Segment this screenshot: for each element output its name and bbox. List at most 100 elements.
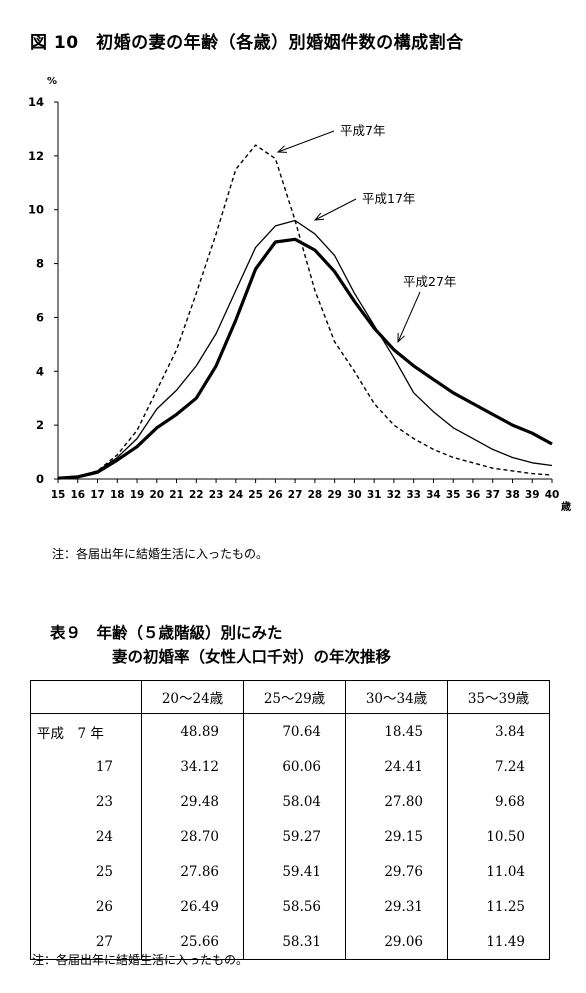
x-tick-label: 21: [169, 489, 184, 501]
annotation-arrow-head: [276, 145, 288, 153]
x-tick-label: 31: [367, 489, 382, 501]
series-line-3: [57, 237, 553, 480]
annotation-arrow-head: [313, 212, 325, 221]
table-row: 26 26.49 58.56 29.31 11.25: [30, 889, 550, 924]
annotation-label: 平成27年: [403, 274, 456, 289]
cell-value: 27.86: [141, 854, 244, 889]
table-header-corner: [30, 680, 142, 714]
x-tick-label: 37: [485, 489, 500, 501]
cell-value: 27.80: [345, 784, 448, 819]
cell-value: 29.76: [345, 854, 448, 889]
y-tick-label: 2: [36, 418, 44, 432]
x-tick-label: 23: [209, 489, 224, 501]
row-year: 25: [30, 854, 142, 889]
cell-value: 34.12: [141, 749, 244, 784]
cell-value: 18.45: [345, 713, 448, 749]
x-tick-label: 24: [229, 489, 244, 501]
x-tick-label: 33: [406, 489, 421, 501]
x-tick-label: 25: [248, 489, 263, 501]
cell-value: 11.49: [447, 924, 550, 960]
y-tick-label: 10: [28, 203, 44, 217]
figure-note: 注：各届出年に結婚生活に入ったもの。: [52, 547, 269, 561]
x-tick-label: 35: [446, 489, 461, 501]
cell-value: 29.06: [345, 924, 448, 960]
x-tick-label: 36: [466, 489, 481, 501]
cell-value: 58.31: [243, 924, 346, 960]
cell-value: 29.48: [141, 784, 244, 819]
figure-title: 図 10 初婚の妻の年齢（各歳）別婚姻件数の構成割合: [30, 33, 464, 53]
cell-value: 48.89: [141, 713, 244, 749]
cell-value: 60.06: [243, 749, 346, 784]
x-axis-unit-label: 歳: [561, 500, 571, 513]
row-year: 17: [30, 749, 142, 784]
cell-value: 3.84: [447, 713, 550, 749]
x-tick-label: 30: [347, 489, 362, 501]
x-tick-label: 38: [505, 489, 520, 501]
y-axis-unit-label: %: [47, 76, 57, 87]
cell-value: 9.68: [447, 784, 550, 819]
y-tick-label: 4: [36, 364, 44, 378]
annotation-label: 平成17年: [362, 191, 415, 206]
table-row: 27 25.66 58.31 29.06 11.49: [30, 924, 550, 960]
table-header-30-34: 30～34歳: [345, 680, 448, 714]
series-line-1: [57, 144, 553, 479]
x-tick-label: 19: [130, 489, 145, 501]
x-tick-label: 29: [327, 489, 342, 501]
y-tick-label: 14: [28, 95, 44, 109]
x-tick-label: 22: [189, 489, 204, 501]
x-tick-label: 16: [70, 489, 85, 501]
cell-value: 11.04: [447, 854, 550, 889]
cell-value: 58.56: [243, 889, 346, 924]
table-header-35-39: 35～39歳: [447, 680, 550, 714]
y-tick-label: 12: [28, 149, 44, 163]
table-header-20-24: 20～24歳: [141, 680, 244, 714]
y-tick-label: 6: [36, 310, 44, 324]
table-title-line2: 妻の初婚率（女性人口千対）の年次推移: [112, 648, 392, 666]
annotation-arrow-head: [397, 332, 405, 344]
table-row: 平成 7 年 48.89 70.64 18.45 3.84: [30, 713, 550, 749]
annotation-label: 平成7年: [340, 123, 385, 138]
cell-value: 10.50: [447, 819, 550, 854]
x-tick-label: 17: [90, 489, 105, 501]
table-row: 17 34.12 60.06 24.41 7.24: [30, 749, 550, 784]
cell-value: 25.66: [141, 924, 244, 960]
cell-value: 58.04: [243, 784, 346, 819]
cell-value: 29.31: [345, 889, 448, 924]
table-row: 25 27.86 59.41 29.76 11.04: [30, 854, 550, 889]
annotation-arrow-line: [314, 198, 357, 221]
cell-value: 7.24: [447, 749, 550, 784]
cell-value: 59.27: [243, 819, 346, 854]
row-year: 23: [30, 784, 142, 819]
table-header-25-29: 25～29歳: [243, 680, 346, 714]
row-year: 平成 7 年: [30, 713, 142, 749]
x-tick-label: 20: [149, 489, 164, 501]
cell-value: 28.70: [141, 819, 244, 854]
table-note: 注：各届出年に結婚生活に入ったもの。: [32, 953, 249, 967]
x-tick-label: 28: [308, 489, 323, 501]
cell-value: 70.64: [243, 713, 346, 749]
cell-value: 11.25: [447, 889, 550, 924]
cell-value: 24.41: [345, 749, 448, 784]
x-tick-label: 34: [426, 489, 441, 501]
series-line-2: [57, 219, 553, 479]
table-row: 23 29.48 58.04 27.80 9.68: [30, 784, 550, 819]
table-row: 24 28.70 59.27 29.15 10.50: [30, 819, 550, 854]
x-tick-label: 32: [387, 489, 402, 501]
table-header-row: 20～24歳 25～29歳 30～34歳 35～39歳: [30, 680, 550, 714]
x-tick-label: 39: [525, 489, 540, 501]
row-year: 26: [30, 889, 142, 924]
table-title-line1: 表９ 年齢（５歳階級）別にみた: [50, 624, 283, 642]
row-year: 24: [30, 819, 142, 854]
x-tick-label: 15: [51, 489, 66, 501]
annotation-arrow-line: [277, 130, 335, 153]
x-tick-label: 18: [110, 489, 125, 501]
x-tick-label: 27: [288, 489, 303, 501]
x-tick-label: 40: [545, 489, 560, 501]
cell-value: 29.15: [345, 819, 448, 854]
y-tick-label: 8: [36, 257, 44, 271]
x-tick-label: 26: [268, 489, 283, 501]
marriage-rate-table: 20～24歳 25～29歳 30～34歳 35～39歳 平成 7 年 48.89…: [30, 680, 550, 960]
cell-value: 59.41: [243, 854, 346, 889]
cell-value: 26.49: [141, 889, 244, 924]
